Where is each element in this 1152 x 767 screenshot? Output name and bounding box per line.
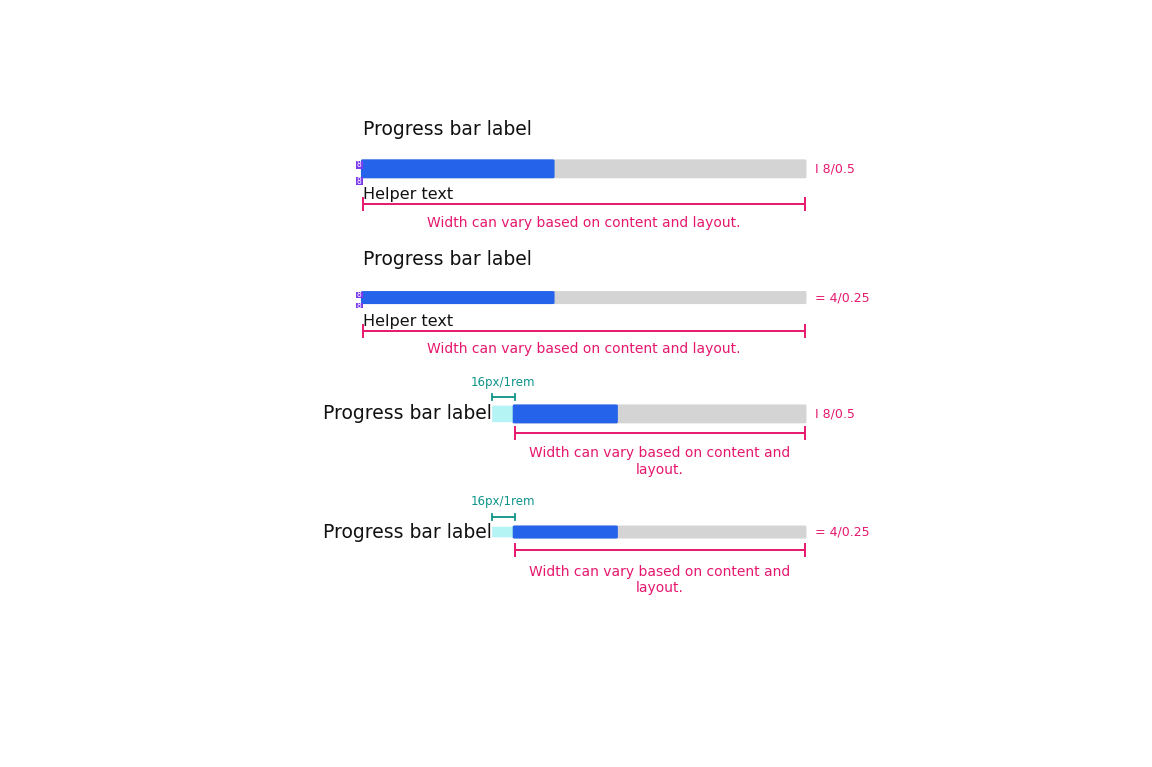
Bar xyxy=(356,177,363,186)
Text: 8: 8 xyxy=(357,176,362,186)
FancyBboxPatch shape xyxy=(513,525,806,538)
Text: 16px/1rem: 16px/1rem xyxy=(471,376,536,389)
Text: 16px/1rem: 16px/1rem xyxy=(471,495,536,509)
Text: I 8/0.5: I 8/0.5 xyxy=(816,407,855,420)
Text: 8: 8 xyxy=(357,291,362,299)
Text: Width can vary based on content and
layout.: Width can vary based on content and layo… xyxy=(530,565,790,594)
FancyBboxPatch shape xyxy=(492,527,515,538)
FancyBboxPatch shape xyxy=(513,404,806,423)
Text: 8: 8 xyxy=(357,160,362,170)
Bar xyxy=(356,292,363,298)
Text: Width can vary based on content and layout.: Width can vary based on content and layo… xyxy=(427,216,741,230)
Text: Progress bar label: Progress bar label xyxy=(324,522,492,542)
Bar xyxy=(356,303,363,308)
Text: 8: 8 xyxy=(357,301,362,310)
Text: Progress bar label: Progress bar label xyxy=(363,250,531,269)
FancyBboxPatch shape xyxy=(513,525,617,538)
Text: Width can vary based on content and layout.: Width can vary based on content and layo… xyxy=(427,342,741,356)
FancyBboxPatch shape xyxy=(492,406,515,422)
FancyBboxPatch shape xyxy=(361,291,554,304)
FancyBboxPatch shape xyxy=(361,160,806,178)
Text: I 8/0.5: I 8/0.5 xyxy=(816,163,855,176)
Text: Helper text: Helper text xyxy=(363,314,453,329)
FancyBboxPatch shape xyxy=(361,160,554,178)
Bar xyxy=(356,160,363,169)
FancyBboxPatch shape xyxy=(513,404,617,423)
Text: = 4/0.25: = 4/0.25 xyxy=(816,525,870,538)
Text: Progress bar label: Progress bar label xyxy=(324,404,492,423)
FancyBboxPatch shape xyxy=(361,291,806,304)
Text: = 4/0.25: = 4/0.25 xyxy=(816,291,870,304)
Text: Progress bar label: Progress bar label xyxy=(363,120,531,140)
Text: Width can vary based on content and
layout.: Width can vary based on content and layo… xyxy=(530,446,790,476)
Text: Helper text: Helper text xyxy=(363,186,453,202)
